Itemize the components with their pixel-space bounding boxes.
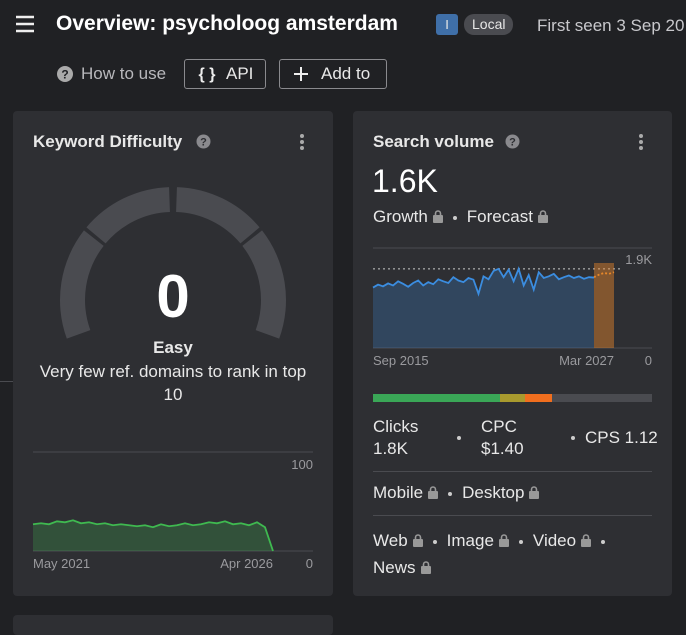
more-menu[interactable] [298,133,306,151]
svg-text:?: ? [200,137,207,149]
first-seen: First seen 3 Sep 20 [537,16,685,35]
forecast: Forecast [466,207,533,226]
gauge [60,187,286,339]
menu-icon[interactable] [15,15,35,33]
help-icon: ? [196,134,211,149]
braces-icon: { } [199,66,216,83]
lock-icon [420,561,431,574]
divider [373,471,652,472]
lock-icon [412,534,423,547]
lock-icon [428,486,439,499]
separator [571,436,575,440]
option: Mobile [373,483,424,502]
option: Desktop [462,483,525,502]
more-menu[interactable] [637,133,645,151]
api-label: API [226,64,254,83]
kd-description: Very few ref. domains to rank in top 10 [39,362,307,404]
option: Web [373,531,408,550]
add-button[interactable]: Add to [279,59,387,89]
lock-icon [498,534,509,547]
cps: CPS 1.12 [585,428,658,447]
sv-title: Search volume [373,132,494,151]
page: Overview: psycholoog amsterdam I Local F… [0,12,685,635]
how-to-use[interactable]: How to use [81,64,167,83]
sv-value: 1.6K [372,163,438,199]
growth-row: Growth Forecast [373,207,548,227]
kd-value: 0 [156,263,190,330]
kd-title: Keyword Difficulty [33,132,183,151]
gauge-segment [60,230,104,339]
lock-icon [529,486,540,499]
divider [0,381,13,382]
devices-row: Mobile Desktop [373,483,540,503]
option: Video [532,531,577,550]
kd-level: Easy [153,338,193,357]
cpc: $1.40 [481,439,524,458]
intent-badge: I [436,14,458,35]
clicks-label: Clicks [373,417,419,436]
local-badge: Local [464,14,514,35]
page-title: Overview: psycholoog amsterdam [56,12,398,35]
serp-row: Web Image Video News [373,527,658,581]
intent-bar [373,394,652,402]
lock-icon [432,210,443,223]
option: Image [446,531,494,550]
cpc-label: CPC [481,417,517,436]
add-label: Add to [321,64,371,83]
separator [457,436,461,440]
growth: Growth [373,207,428,226]
separator [601,539,606,544]
separator [432,539,437,544]
gauge-segment [86,187,170,244]
separator [452,215,457,220]
clicks: 1.8K [373,439,408,458]
svg-text:{ }: { } [199,66,216,83]
separator [448,491,453,496]
option: News [373,558,416,577]
separator [518,539,523,544]
gauge-segment [242,230,286,339]
api-button[interactable]: { } API [184,59,266,89]
help-icon: ? [57,66,73,82]
next-card [13,615,333,635]
svg-text:?: ? [61,68,68,82]
plus-icon [294,67,308,81]
svg-text:?: ? [509,137,516,149]
gauge-segment [176,187,260,244]
lock-icon [537,210,548,223]
divider [373,515,652,516]
kd-card [13,111,333,596]
help-icon: ? [505,134,520,149]
lock-icon [581,534,592,547]
